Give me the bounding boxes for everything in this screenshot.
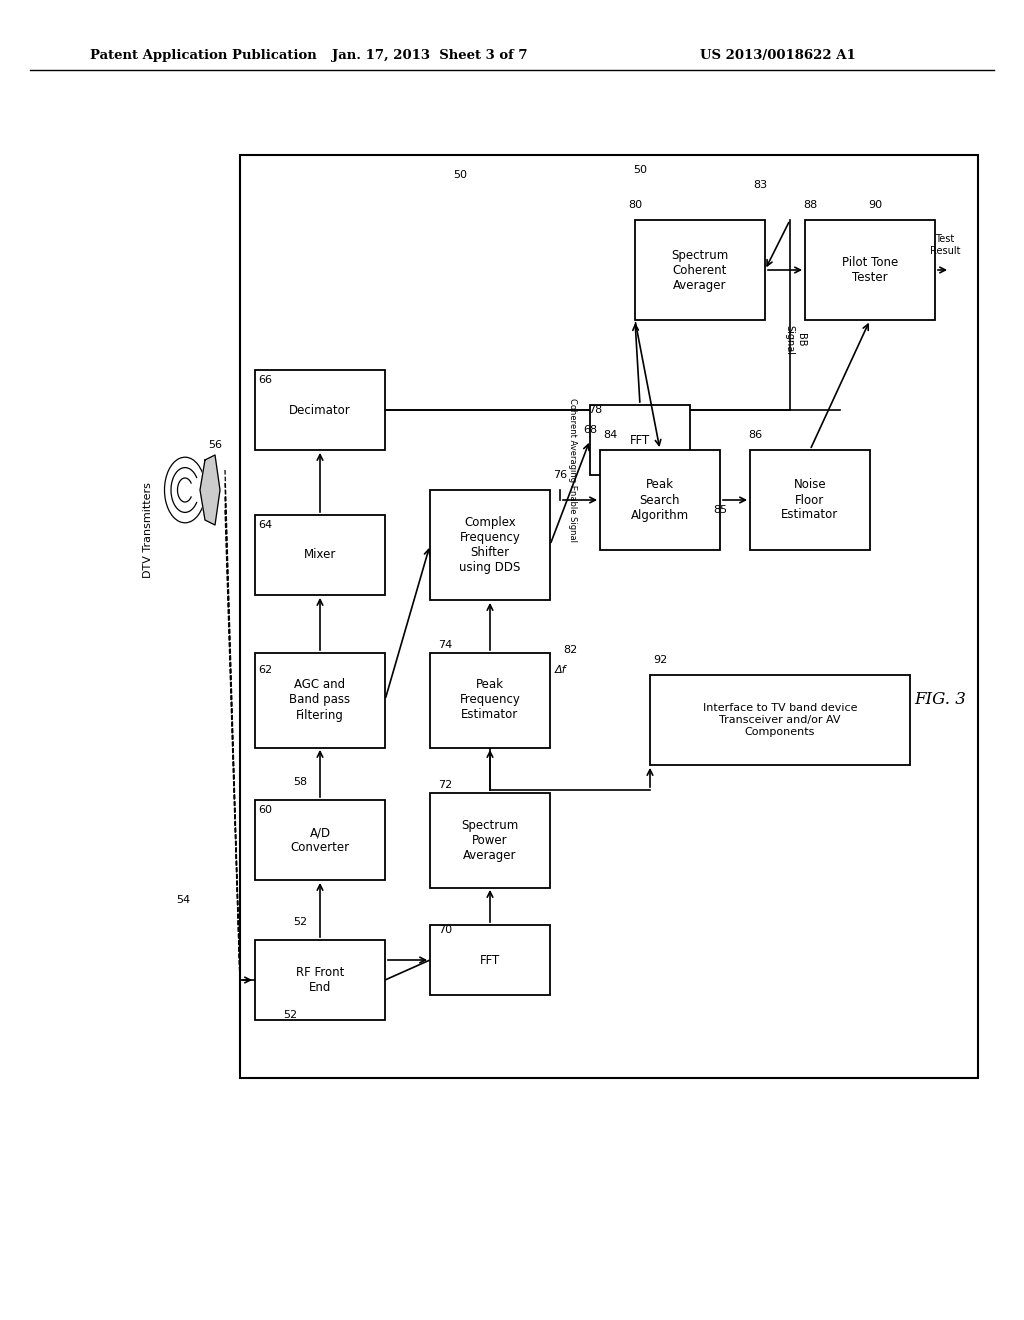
Text: 82: 82 bbox=[563, 645, 578, 655]
Text: 52: 52 bbox=[283, 1010, 297, 1020]
Text: US 2013/0018622 A1: US 2013/0018622 A1 bbox=[700, 49, 856, 62]
Bar bbox=[430, 925, 550, 995]
Text: Peak
Frequency
Estimator: Peak Frequency Estimator bbox=[460, 678, 520, 722]
Bar bbox=[255, 800, 385, 880]
Polygon shape bbox=[200, 455, 220, 525]
Bar bbox=[590, 405, 690, 475]
Text: 90: 90 bbox=[868, 201, 882, 210]
Bar bbox=[805, 220, 935, 319]
Bar bbox=[650, 675, 910, 766]
Text: 86: 86 bbox=[748, 430, 762, 440]
Text: Noise
Floor
Estimator: Noise Floor Estimator bbox=[781, 479, 839, 521]
Text: Coherent Averaging Enable Signal: Coherent Averaging Enable Signal bbox=[567, 399, 577, 543]
Text: Decimator: Decimator bbox=[289, 404, 351, 417]
Text: Patent Application Publication: Patent Application Publication bbox=[90, 49, 316, 62]
Text: 62: 62 bbox=[258, 665, 272, 675]
Text: 56: 56 bbox=[208, 440, 222, 450]
Bar bbox=[430, 490, 550, 601]
Text: 66: 66 bbox=[258, 375, 272, 385]
Text: 60: 60 bbox=[258, 805, 272, 814]
Bar bbox=[600, 450, 720, 550]
Text: 50: 50 bbox=[633, 165, 647, 176]
Text: 64: 64 bbox=[258, 520, 272, 531]
Text: FFT: FFT bbox=[630, 433, 650, 446]
Text: Spectrum
Coherent
Averager: Spectrum Coherent Averager bbox=[672, 248, 729, 292]
Text: Complex
Frequency
Shifter
using DDS: Complex Frequency Shifter using DDS bbox=[460, 516, 520, 574]
Text: Jan. 17, 2013  Sheet 3 of 7: Jan. 17, 2013 Sheet 3 of 7 bbox=[332, 49, 527, 62]
Bar bbox=[255, 515, 385, 595]
Text: 88: 88 bbox=[803, 201, 817, 210]
Text: 84: 84 bbox=[603, 430, 617, 440]
Text: AGC and
Band pass
Filtering: AGC and Band pass Filtering bbox=[290, 678, 350, 722]
Text: 54: 54 bbox=[176, 895, 190, 906]
Bar bbox=[430, 652, 550, 747]
Text: Peak
Search
Algorithm: Peak Search Algorithm bbox=[631, 479, 689, 521]
Bar bbox=[255, 370, 385, 450]
Text: 92: 92 bbox=[653, 655, 667, 665]
Bar bbox=[750, 450, 870, 550]
Text: Mixer: Mixer bbox=[304, 549, 336, 561]
Text: Spectrum
Power
Averager: Spectrum Power Averager bbox=[462, 818, 518, 862]
Text: 76: 76 bbox=[553, 470, 567, 480]
Text: 52: 52 bbox=[293, 917, 307, 927]
Text: 68: 68 bbox=[583, 425, 597, 436]
Text: Interface to TV band device
Transceiver and/or AV
Components: Interface to TV band device Transceiver … bbox=[702, 704, 857, 737]
Text: FFT: FFT bbox=[480, 953, 500, 966]
Text: 70: 70 bbox=[438, 925, 452, 935]
Text: Test
Result: Test Result bbox=[930, 234, 961, 256]
Text: FIG. 3: FIG. 3 bbox=[914, 692, 966, 709]
Text: 78: 78 bbox=[588, 405, 602, 414]
Bar bbox=[430, 792, 550, 887]
Text: 58: 58 bbox=[293, 777, 307, 787]
Text: DTV Transmitters: DTV Transmitters bbox=[143, 482, 153, 578]
Text: BB
Signal: BB Signal bbox=[784, 325, 806, 355]
Text: Δf: Δf bbox=[554, 665, 565, 675]
Text: 83: 83 bbox=[753, 180, 767, 190]
Text: 72: 72 bbox=[438, 780, 453, 789]
Text: 85: 85 bbox=[713, 506, 727, 515]
Text: RF Front
End: RF Front End bbox=[296, 966, 344, 994]
Text: 80: 80 bbox=[628, 201, 642, 210]
Bar bbox=[635, 220, 765, 319]
Bar bbox=[240, 154, 978, 1078]
Text: 74: 74 bbox=[438, 640, 453, 649]
Text: 50: 50 bbox=[453, 170, 467, 180]
Bar bbox=[255, 652, 385, 747]
Text: Pilot Tone
Tester: Pilot Tone Tester bbox=[842, 256, 898, 284]
Bar bbox=[255, 940, 385, 1020]
Text: A/D
Converter: A/D Converter bbox=[291, 826, 349, 854]
